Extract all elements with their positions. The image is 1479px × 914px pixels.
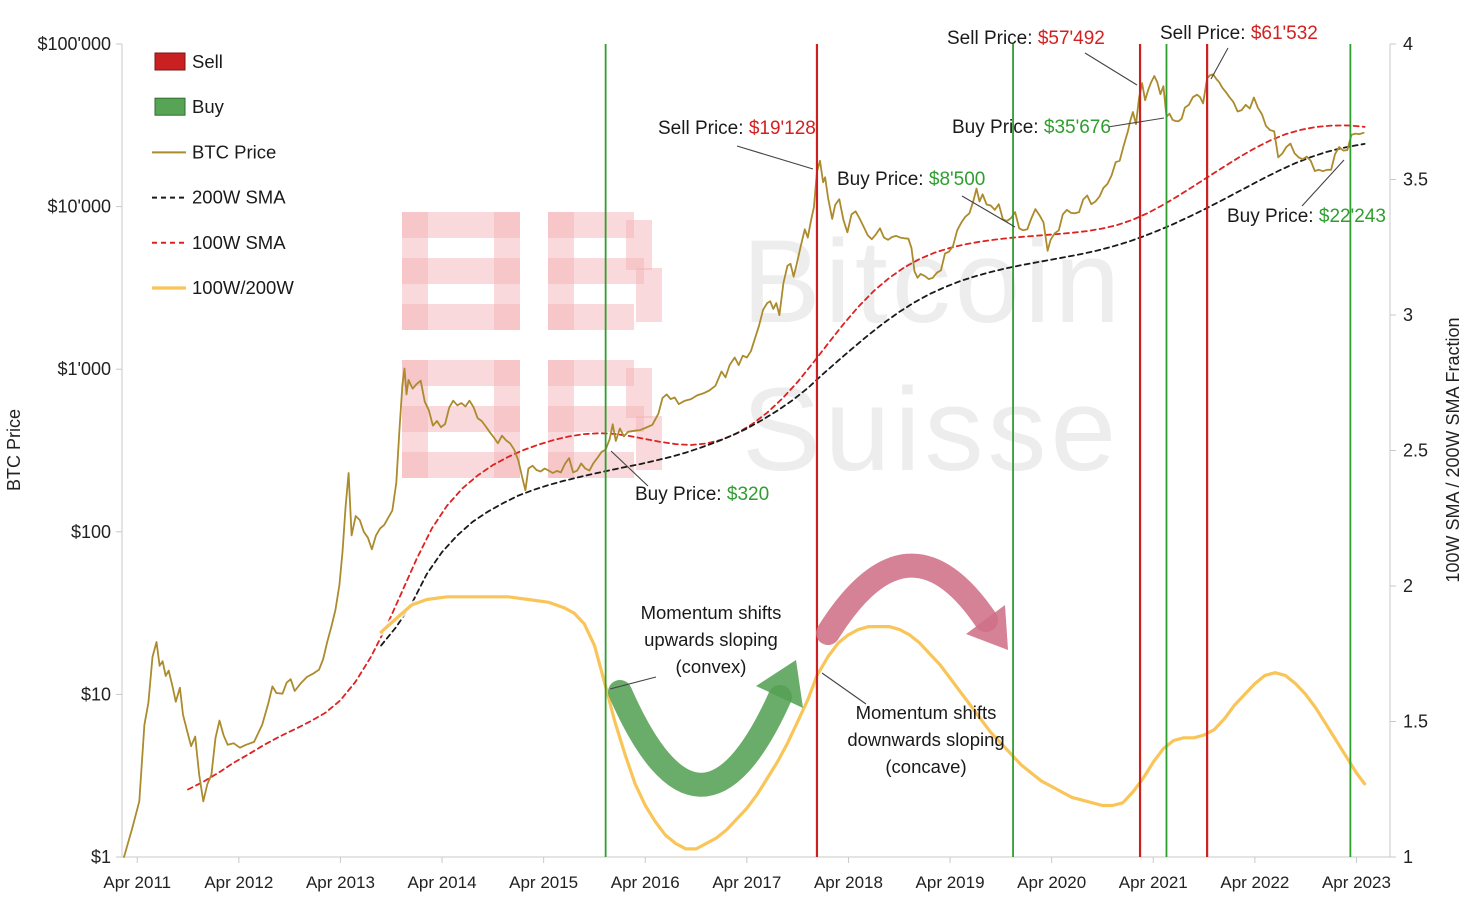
x-tick-label: Apr 2023 <box>1322 873 1391 892</box>
buy-price-annotation: Buy Price: $22'243 <box>1227 206 1386 227</box>
watermark-glyph <box>548 360 634 386</box>
legend-label: 200W SMA <box>192 187 286 208</box>
annotation-leader-line <box>1210 47 1229 80</box>
x-tick-label: Apr 2022 <box>1220 873 1289 892</box>
x-tick-label: Apr 2011 <box>103 873 171 892</box>
x-tick-label: Apr 2015 <box>509 873 578 892</box>
annotation-leader-line <box>1301 159 1345 207</box>
legend-label: 100W/200W <box>192 277 294 298</box>
sell-price-annotation: Sell Price: $19'128 <box>658 118 816 139</box>
legend-label: 100W SMA <box>192 232 286 253</box>
annotation-leader-line <box>1107 117 1165 128</box>
y-left-tick-label: $1 <box>91 847 111 867</box>
annotation-leader-line <box>821 672 867 705</box>
y-right-tick-label: 1 <box>1403 847 1413 867</box>
x-tick-label: Apr 2013 <box>306 873 375 892</box>
watermark-bitcoin-suisse-logo: Bitcoin Suisse <box>402 212 1124 496</box>
annotation-leader-line <box>609 676 657 690</box>
y-right-tick-label: 1.5 <box>1403 712 1428 732</box>
y-right-tick-label: 3.5 <box>1403 170 1428 190</box>
annotation-leader-line <box>736 145 814 170</box>
ratio-line <box>379 595 1367 851</box>
watermark-text-line2: Suisse <box>742 364 1120 496</box>
x-tick-label: Apr 2017 <box>712 873 781 892</box>
x-tick-label: Apr 2019 <box>916 873 985 892</box>
y-left-tick-label: $1'000 <box>58 359 112 379</box>
x-tick-label: Apr 2012 <box>204 873 273 892</box>
y-left-tick-label: $10 <box>81 684 111 704</box>
y-left-tick-label: $10'000 <box>47 197 111 217</box>
arrow-head <box>966 605 1008 650</box>
watermark-glyph <box>402 212 428 330</box>
watermark-glyph <box>494 360 520 478</box>
x-tick-label: Apr 2021 <box>1119 873 1188 892</box>
x-tick-label: Apr 2016 <box>611 873 680 892</box>
y-right-tick-label: 2.5 <box>1403 441 1428 461</box>
legend-label: BTC Price <box>192 141 276 162</box>
annotation-leader-line <box>961 195 1016 228</box>
btc-price-line <box>123 73 1365 858</box>
convex-arrow <box>608 680 792 797</box>
annotation-leader-line <box>1084 52 1138 86</box>
watermark-glyph <box>626 220 652 270</box>
x-tick-label: Apr 2014 <box>408 873 477 892</box>
watermark-glyph <box>402 360 428 478</box>
y-right-tick-label: 4 <box>1403 34 1413 54</box>
concave-arrow <box>816 553 998 645</box>
y-right-axis-title: 100W SMA / 200W SMA Fraction <box>1443 317 1463 582</box>
y-left-tick-label: $100 <box>71 522 111 542</box>
legend-swatch-buy <box>154 97 186 116</box>
watermark-glyph <box>636 416 662 470</box>
momentum-annotation-text: Momentum shifts downwards sloping (concave… <box>847 702 1004 777</box>
watermark-glyph <box>548 212 634 238</box>
y-right-tick-label: 3 <box>1403 305 1413 325</box>
buy-price-annotation: Buy Price: $320 <box>635 484 769 505</box>
legend-label: Buy <box>192 96 225 117</box>
watermark-glyph <box>548 304 634 330</box>
legend: Sell Buy BTC Price 200W SMA 100W SMA 100W/200… <box>152 51 294 298</box>
x-tick-label: Apr 2020 <box>1017 873 1086 892</box>
y-left-axis-title: BTC Price <box>4 409 24 491</box>
y-left-tick-label: $100'000 <box>37 34 111 54</box>
y-right-tick-label: 2 <box>1403 576 1413 596</box>
watermark-glyph <box>636 268 662 322</box>
arrow-head <box>756 660 803 708</box>
annotation-leader-line <box>610 450 649 487</box>
legend-label: Sell <box>192 51 223 72</box>
watermark-glyph <box>626 368 652 418</box>
buy-price-annotation: Buy Price: $35'676 <box>952 117 1111 138</box>
buy-price-annotation: Buy Price: $8'500 <box>837 169 985 190</box>
legend-swatch-sell <box>154 52 186 71</box>
sell-price-annotation: Sell Price: $57'492 <box>947 28 1105 49</box>
watermark-text-line1: Bitcoin <box>742 216 1124 348</box>
x-tick-label: Apr 2018 <box>814 873 883 892</box>
watermark-glyph <box>494 212 520 330</box>
sell-price-annotation: Sell Price: $61'532 <box>1160 23 1318 44</box>
momentum-annotation-text: Momentum shifts upwards sloping (convex) <box>641 602 782 677</box>
